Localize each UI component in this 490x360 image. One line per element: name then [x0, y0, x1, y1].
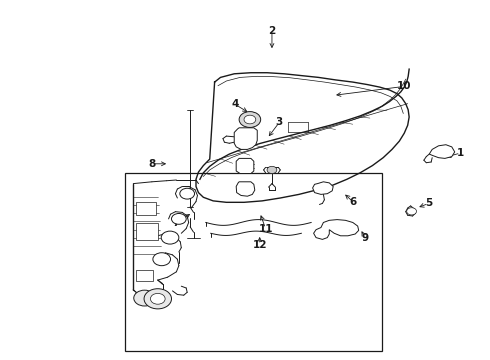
Circle shape [267, 166, 277, 174]
Polygon shape [236, 182, 255, 196]
Circle shape [244, 115, 256, 124]
Polygon shape [429, 145, 455, 158]
Text: 8: 8 [148, 159, 155, 169]
Circle shape [134, 290, 155, 306]
Circle shape [150, 293, 165, 304]
Polygon shape [314, 220, 359, 239]
Text: 1: 1 [457, 148, 464, 158]
Circle shape [239, 112, 261, 127]
Circle shape [153, 253, 171, 266]
Circle shape [161, 231, 179, 244]
Text: 12: 12 [252, 240, 267, 250]
Text: 4: 4 [231, 99, 239, 109]
Polygon shape [236, 158, 254, 174]
Text: 10: 10 [397, 81, 412, 91]
Circle shape [144, 289, 172, 309]
Bar [136, 270, 153, 281]
Text: 9: 9 [362, 233, 368, 243]
Bar [125, 173, 382, 351]
Text: 3: 3 [276, 117, 283, 127]
Text: 11: 11 [258, 224, 273, 234]
Text: 7: 7 [172, 218, 180, 228]
Bar [136, 202, 156, 215]
Text: 6: 6 [349, 197, 356, 207]
Circle shape [180, 188, 195, 199]
Bar [136, 223, 158, 240]
Circle shape [172, 213, 186, 224]
Text: 2: 2 [269, 26, 275, 36]
Text: 5: 5 [425, 198, 432, 208]
Polygon shape [234, 128, 257, 149]
Circle shape [407, 208, 416, 215]
Polygon shape [313, 182, 333, 194]
